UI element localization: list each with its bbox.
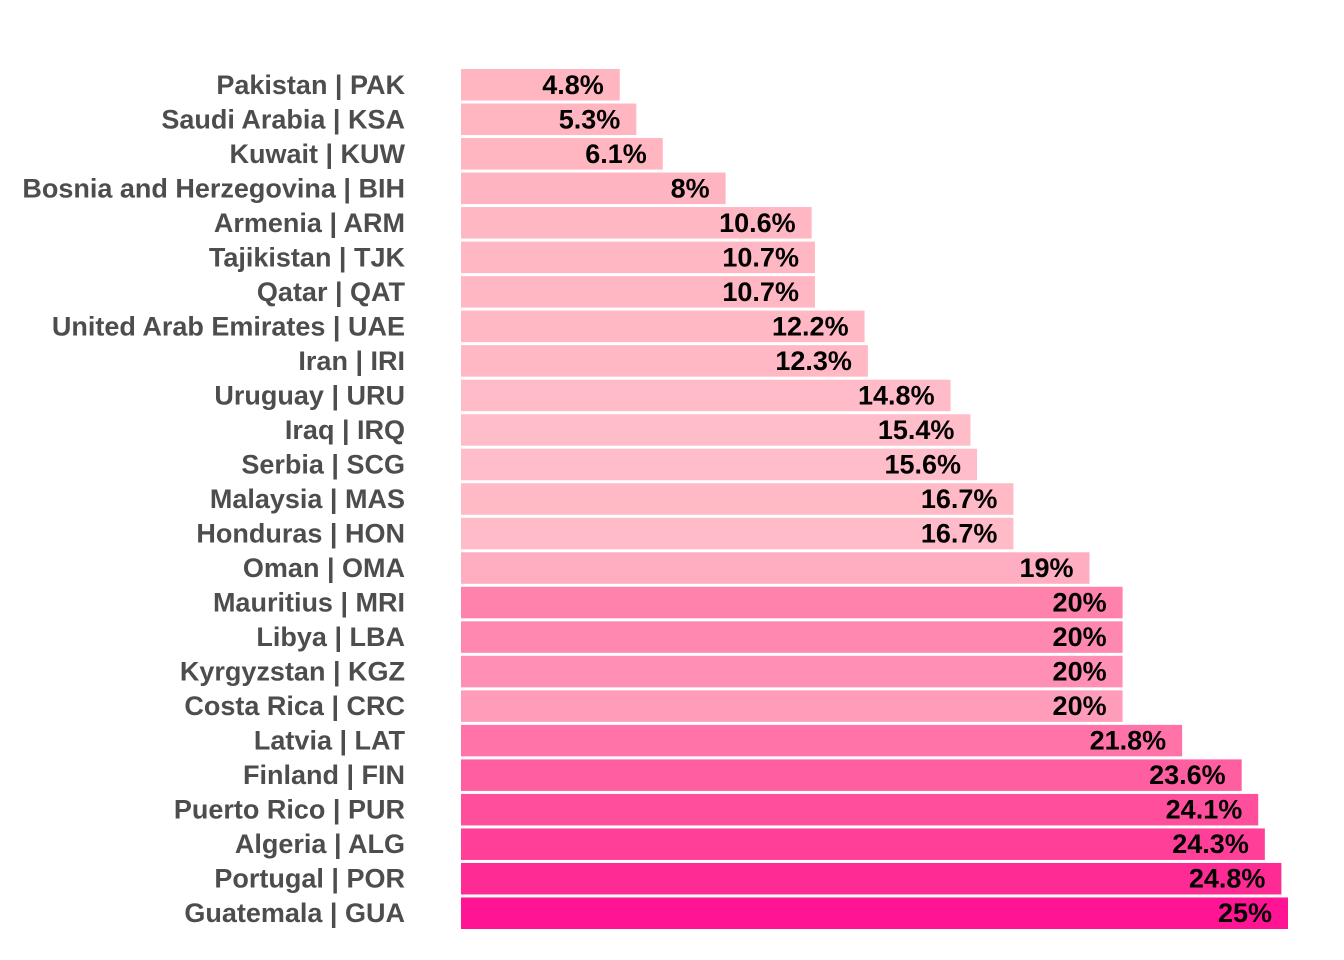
category-label-22: Algeria | ALG [235,829,405,859]
value-label-22: 24.3% [1172,829,1249,859]
bar-4 [461,207,812,239]
bar-14 [461,552,1090,584]
category-label-10: Iraq | IRQ [285,415,405,445]
bar-1 [461,103,637,136]
category-label-17: Kyrgyzstan | KGZ [180,657,405,687]
bar-15 [461,586,1123,619]
value-label-18: 20% [1053,691,1107,721]
value-label-13: 16.7% [921,519,998,549]
value-label-9: 14.8% [858,380,935,410]
value-label-21: 24.1% [1166,795,1243,825]
value-label-10: 15.4% [878,415,955,445]
value-label-5: 10.7% [722,242,799,272]
category-label-8: Iran | IRI [298,346,405,376]
category-labels-group: Pakistan | PAK Saudi Arabia | KSA Kuwait |… [22,70,405,928]
value-label-19: 21.8% [1090,726,1167,756]
value-label-17: 20% [1053,657,1107,687]
value-label-14: 19% [1019,553,1073,583]
category-label-11: Serbia | SCG [241,449,405,479]
bar-10 [461,414,971,446]
value-label-0: 4.8% [542,70,604,100]
bar-11 [461,448,978,481]
value-label-2: 6.1% [585,139,647,169]
value-label-12: 16.7% [921,484,998,514]
bar-6 [461,276,815,308]
bar-9 [461,379,951,412]
category-label-3: Bosnia and Herzegovina | BIH [22,173,405,203]
bar-19 [461,724,1183,757]
category-label-4: Armenia | ARM [214,208,405,238]
category-label-6: Qatar | QAT [257,277,406,307]
category-label-13: Honduras | HON [196,519,405,549]
value-labels-group: 4.8%5.3%6.1%8%10.6%10.7%10.7%12.2%12.3%1… [542,70,1272,928]
category-label-23: Portugal | POR [214,864,405,894]
category-label-20: Finland | FIN [243,760,405,790]
category-label-18: Costa Rica | CRC [184,691,405,721]
value-label-3: 8% [671,173,710,203]
bar-3 [461,172,726,205]
category-label-14: Oman | OMA [243,553,405,583]
category-label-2: Kuwait | KUW [229,139,405,169]
bar-22 [461,828,1265,860]
category-label-0: Pakistan | PAK [216,70,405,100]
category-label-24: Guatemala | GUA [184,898,405,928]
bar-23 [461,862,1282,895]
bar-7 [461,310,865,343]
bar-24 [461,897,1288,929]
bar-0 [461,69,620,101]
value-label-7: 12.2% [772,311,849,341]
bar-21 [461,793,1259,826]
bar-5 [461,241,815,274]
category-label-12: Malaysia | MAS [210,484,405,514]
bar-13 [461,517,1014,550]
category-label-15: Mauritius | MRI [213,588,405,618]
value-label-11: 15.6% [884,449,961,479]
value-label-6: 10.7% [722,277,799,307]
value-label-4: 10.6% [719,208,796,238]
value-label-8: 12.3% [775,346,852,376]
bar-18 [461,690,1123,722]
bar-2 [461,138,663,170]
category-label-16: Libya | LBA [256,622,405,652]
bar-8 [461,345,868,377]
category-label-9: Uruguay | URU [214,380,405,410]
bar-16 [461,621,1123,653]
category-label-19: Latvia | LAT [254,726,406,756]
value-label-15: 20% [1053,588,1107,618]
bars-group [461,69,1288,929]
category-label-1: Saudi Arabia | KSA [161,104,405,134]
value-label-24: 25% [1218,898,1272,928]
category-label-7: United Arab Emirates | UAE [52,311,405,341]
category-label-5: Tajikistan | TJK [209,242,406,272]
value-label-1: 5.3% [559,104,621,134]
bar-12 [461,483,1014,515]
value-label-16: 20% [1053,622,1107,652]
bar-20 [461,759,1242,791]
bar-17 [461,655,1123,688]
value-label-20: 23.6% [1149,760,1226,790]
category-label-21: Puerto Rico | PUR [174,795,405,825]
value-label-23: 24.8% [1189,864,1266,894]
